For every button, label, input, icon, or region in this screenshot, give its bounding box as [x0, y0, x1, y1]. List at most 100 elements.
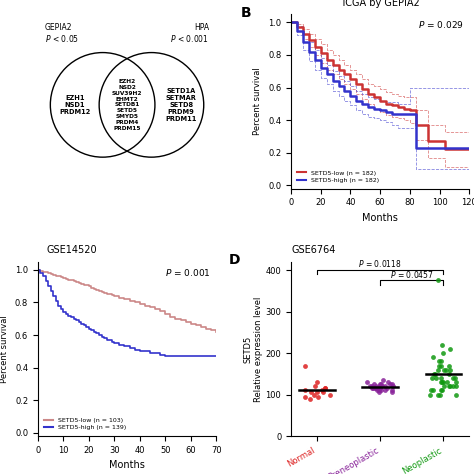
Point [313, 378, 321, 386]
Text: EZH1
NSD1
PRDM12: EZH1 NSD1 PRDM12 [59, 95, 91, 115]
Point [446, 370, 453, 378]
Point [301, 362, 309, 369]
Point [449, 383, 457, 390]
Y-axis label: Percent survival: Percent survival [254, 67, 263, 135]
Point [301, 393, 309, 401]
Point [438, 387, 445, 394]
Point [432, 374, 440, 382]
Point [375, 387, 383, 394]
Point [366, 383, 374, 390]
Point [379, 376, 387, 384]
Point [451, 374, 458, 382]
Point [426, 391, 433, 398]
Point [378, 387, 385, 394]
Point [434, 277, 442, 284]
Point [363, 378, 371, 386]
Text: EZH2
NSD2
SUV39H2
EHMT2
SETDB1
SETD5
SMYD5
PRDM4
PRDM15: EZH2 NSD2 SUV39H2 EHMT2 SETDB1 SETD5 SMY… [112, 79, 142, 130]
Point [368, 383, 376, 390]
Text: $\it{P}$ < 0.001: $\it{P}$ < 0.001 [170, 33, 209, 45]
Point [435, 362, 442, 369]
Text: $\it{P}$ = 0.001: $\it{P}$ = 0.001 [165, 267, 211, 278]
Text: $\it{P}$ = 0.0457: $\it{P}$ = 0.0457 [390, 269, 434, 280]
Point [447, 345, 454, 353]
Text: HPA: HPA [194, 23, 209, 32]
Text: GSE14520: GSE14520 [47, 246, 98, 255]
Text: D: D [228, 253, 240, 267]
Point [321, 384, 329, 392]
Point [434, 391, 442, 398]
Point [437, 378, 445, 386]
X-axis label: Months: Months [109, 460, 145, 470]
Point [436, 391, 444, 398]
Point [429, 354, 437, 361]
Point [376, 384, 383, 392]
Text: $\it{P}$ < 0.05: $\it{P}$ < 0.05 [45, 33, 79, 45]
Point [314, 393, 322, 401]
Text: GSE6764: GSE6764 [291, 246, 336, 255]
Point [373, 383, 380, 390]
Point [427, 387, 435, 394]
Y-axis label: Percent survival: Percent survival [0, 315, 9, 383]
Point [440, 366, 448, 374]
Point [449, 374, 457, 382]
Point [431, 370, 438, 378]
Point [376, 381, 383, 388]
Y-axis label: SETD5
Relative expression level: SETD5 Relative expression level [243, 296, 263, 401]
Point [428, 374, 436, 382]
Point [452, 391, 460, 398]
Point [327, 391, 334, 398]
Point [447, 366, 454, 374]
Point [453, 383, 460, 390]
Text: $\it{P}$ = 0.029: $\it{P}$ = 0.029 [418, 19, 464, 30]
Title: TCGA by GEPIA2: TCGA by GEPIA2 [340, 0, 420, 8]
Point [371, 384, 379, 392]
Point [372, 384, 380, 392]
Point [369, 384, 376, 392]
Point [388, 387, 395, 394]
Point [375, 389, 383, 396]
Point [377, 381, 384, 388]
Point [452, 378, 460, 386]
Point [445, 362, 453, 369]
Text: GEPIA2: GEPIA2 [45, 23, 73, 32]
Point [301, 387, 309, 394]
Point [307, 395, 314, 402]
Point [375, 383, 383, 390]
Point [386, 381, 393, 388]
Point [313, 389, 320, 396]
Point [383, 384, 391, 392]
Point [440, 383, 448, 390]
Point [438, 341, 446, 348]
Point [381, 383, 388, 390]
Point [389, 383, 396, 390]
Point [442, 366, 450, 374]
Point [388, 381, 396, 388]
Legend: SETD5-low (n = 103), SETD5-high (n = 139): SETD5-low (n = 103), SETD5-high (n = 139… [41, 415, 128, 433]
Point [446, 383, 453, 390]
Point [378, 383, 386, 390]
Point [439, 378, 447, 386]
X-axis label: Months: Months [362, 213, 398, 223]
Point [310, 391, 317, 398]
Point [368, 384, 376, 392]
Point [319, 389, 327, 396]
Point [370, 381, 378, 388]
Text: $\it{P}$ = 0.0118: $\it{P}$ = 0.0118 [358, 258, 402, 269]
Point [445, 383, 452, 390]
Point [438, 357, 445, 365]
Point [438, 362, 445, 369]
Point [439, 349, 447, 357]
Point [438, 378, 446, 386]
Text: B: B [241, 6, 252, 19]
Text: SETD1A
SETMAR
SETD8
PRDM9
PRDM11: SETD1A SETMAR SETD8 PRDM9 PRDM11 [165, 88, 197, 122]
Point [438, 387, 446, 394]
Point [430, 370, 438, 378]
Point [438, 374, 445, 382]
Point [429, 387, 437, 394]
Point [373, 387, 380, 394]
Point [307, 389, 315, 396]
Point [381, 387, 389, 394]
Legend: SETD5-low (n = 182), SETD5-high (n = 182): SETD5-low (n = 182), SETD5-high (n = 182… [294, 168, 382, 185]
Point [311, 383, 319, 390]
Point [318, 387, 326, 394]
